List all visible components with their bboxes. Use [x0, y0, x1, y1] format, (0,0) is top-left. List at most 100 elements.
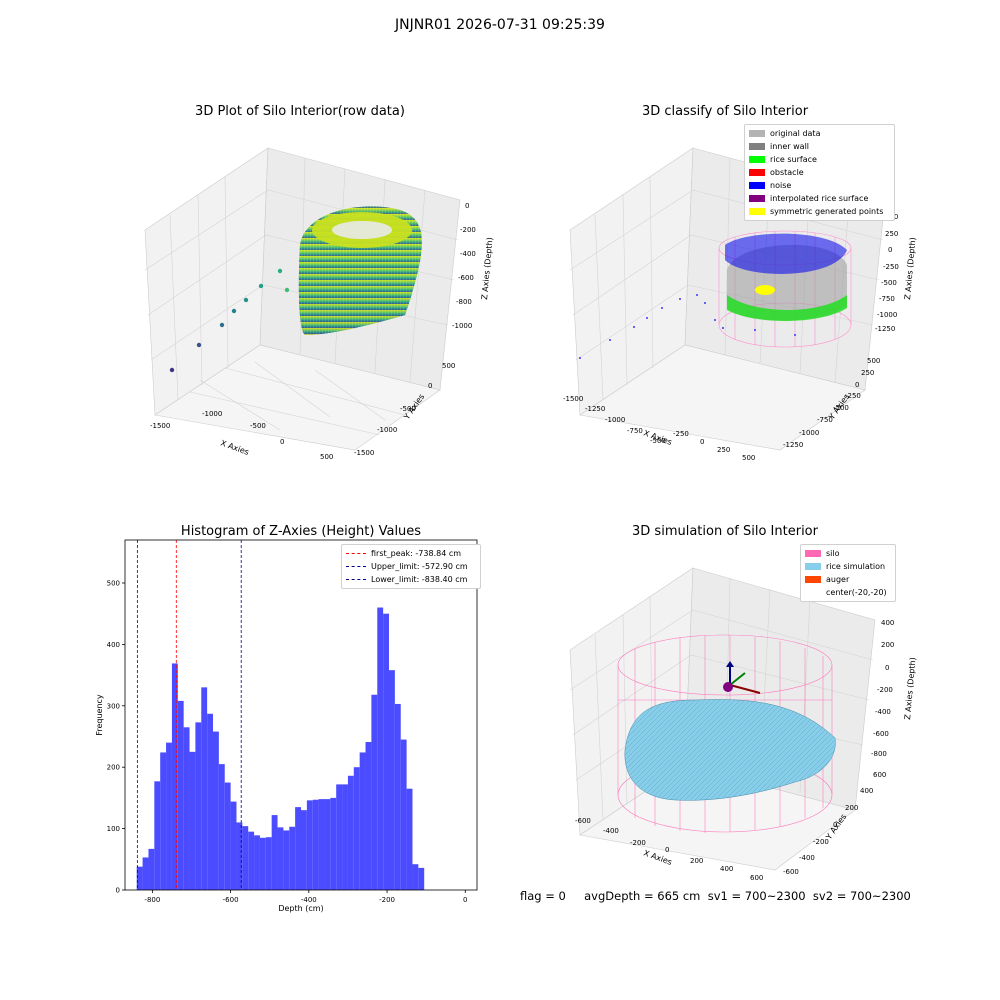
- p1-ztick: -200: [460, 226, 476, 234]
- legend-item: interpolated rice surface: [749, 192, 890, 205]
- histogram-bar: [383, 613, 389, 890]
- p2-xtick: -500: [650, 437, 666, 445]
- legend-item: rice simulation: [805, 560, 891, 573]
- histogram-bar: [160, 752, 167, 890]
- plot1-3d-axes: -1500 -1000 -500 0 500 X Axies 500 0 -50…: [144, 147, 494, 461]
- y-axis-label: Frequency: [95, 694, 104, 736]
- p2-ytick: -750: [817, 416, 833, 424]
- reference-lines: [136, 540, 242, 890]
- p2-xtick: 0: [700, 438, 704, 446]
- histogram-bar: [218, 764, 225, 890]
- p2-xtick: 250: [717, 446, 730, 454]
- legend-label: auger: [826, 575, 850, 584]
- legend-swatch: [805, 576, 821, 583]
- legend-label: silo: [826, 549, 840, 558]
- legend-label: center(-20,-20): [826, 588, 887, 597]
- p4-xtick: 600: [750, 874, 763, 882]
- p1-ytick: -1000: [377, 426, 397, 434]
- histogram-bar: [189, 751, 196, 890]
- x-axis-label: Depth (cm): [278, 904, 323, 913]
- p2-ytick: -1250: [783, 441, 803, 449]
- p4-ztick: -600: [873, 730, 889, 738]
- p4-ztick: -800: [871, 750, 887, 758]
- histogram-bar: [183, 727, 190, 890]
- legend-item: silo: [805, 547, 891, 560]
- histogram-bar: [254, 835, 260, 890]
- p2-ztick: -750: [879, 295, 895, 303]
- p1-xlabel: X Axies: [219, 438, 250, 457]
- histogram-bar: [394, 703, 401, 890]
- p4-ytick: 400: [860, 787, 873, 795]
- histogram-bar: [318, 799, 325, 890]
- plot3-title: Histogram of Z-Axies (Height) Values: [180, 524, 422, 539]
- legend-label: rice simulation: [826, 562, 886, 571]
- p4-ytick: 600: [873, 771, 886, 779]
- legend-swatch: [749, 208, 765, 215]
- y-tick-label: 500: [107, 579, 120, 587]
- p4-xtick: 200: [690, 857, 703, 865]
- histogram-bar: [359, 752, 366, 890]
- legend-item: inner wall: [749, 140, 890, 153]
- p4-ytick: 0: [833, 821, 837, 829]
- x-tick-label: 0: [463, 896, 467, 904]
- p4-ztick: -400: [875, 708, 891, 716]
- histogram-bar: [365, 742, 372, 890]
- p2-ytick: 250: [861, 369, 874, 377]
- p1-ztick: -600: [458, 274, 474, 282]
- histogram-bar: [336, 784, 343, 890]
- p4-xtick: 400: [720, 865, 733, 873]
- histogram-bar: [136, 866, 143, 890]
- legend-label: Upper_limit: -572.90 cm: [371, 562, 468, 571]
- p1-ytick: -1500: [354, 449, 374, 457]
- legend-swatch: [749, 130, 765, 137]
- legend-label: inner wall: [770, 142, 810, 151]
- histogram-bar: [171, 663, 178, 890]
- histogram-bar: [306, 800, 313, 890]
- p1-ztick: 0: [465, 202, 469, 210]
- plot4-title: 3D simulation of Silo Interior: [632, 524, 818, 539]
- p2-ztick: 250: [885, 230, 898, 238]
- p1-ytick: -500: [400, 405, 416, 413]
- legend-swatch: [805, 563, 821, 570]
- histogram-bar: [389, 670, 395, 890]
- plot2-legend: original data inner wall rice surface ob…: [744, 124, 895, 221]
- p1-ztick: -400: [460, 250, 476, 258]
- p2-ytick: -500: [833, 404, 849, 412]
- legend-item: original data: [749, 127, 890, 140]
- histogram-bar: [213, 731, 219, 890]
- p2-ztick: -1000: [877, 311, 897, 319]
- p1-xtick: -1000: [202, 410, 222, 418]
- legend-label: Lower_limit: -838.40 cm: [371, 575, 468, 584]
- histogram-bar: [353, 767, 360, 890]
- legend-line: [346, 553, 366, 554]
- histogram-bar: [330, 797, 337, 890]
- p2-ytick: 0: [855, 381, 859, 389]
- histogram-bar: [177, 700, 184, 890]
- y-tick-label: 400: [107, 641, 120, 649]
- legend-swatch: [749, 156, 765, 163]
- histogram-bar: [195, 722, 202, 890]
- histogram-bar: [377, 607, 384, 890]
- y-axis-ticks: 0 100 200 300 400 500: [107, 579, 125, 895]
- y-tick-label: 300: [107, 702, 120, 710]
- p1-xtick: 500: [320, 453, 333, 461]
- p2-zlabel: Z Axies (Depth): [903, 237, 917, 300]
- status-footer: flag = 0 avgDepth = 665 cm sv1 = 700~230…: [520, 889, 911, 903]
- histogram-bar: [166, 742, 172, 890]
- legend-swatch: [749, 143, 765, 150]
- x-tick-label: -800: [144, 896, 160, 904]
- histogram-bar: [277, 827, 284, 890]
- histogram-bar: [242, 826, 249, 890]
- plot2-title: 3D classify of Silo Interior: [641, 104, 809, 119]
- histogram-bar: [371, 694, 378, 890]
- legend-item: noise: [749, 179, 890, 192]
- histogram-bar: [207, 713, 213, 890]
- histogram-bar: [400, 739, 407, 890]
- legend-swatch: [749, 169, 765, 176]
- legend-item: first_peak: -738.84 cm: [346, 547, 476, 560]
- p2-xtick: 500: [742, 454, 755, 462]
- y-tick-label: 0: [116, 887, 120, 895]
- p4-ytick: 200: [845, 804, 858, 812]
- x-tick-label: -200: [379, 896, 395, 904]
- p4-ztick: 400: [881, 619, 894, 627]
